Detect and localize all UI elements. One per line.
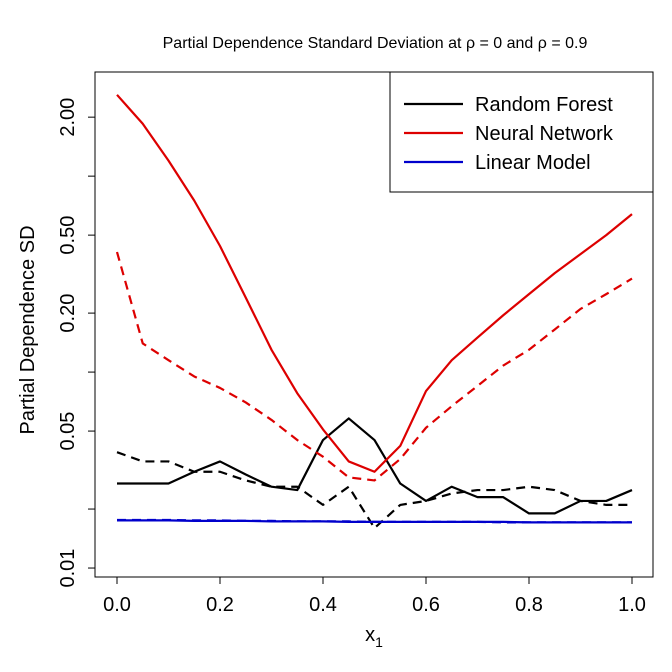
- x-tick-label: 0.4: [309, 594, 337, 616]
- legend-label-neural-network: Neural Network: [475, 123, 614, 145]
- x-tick-label: 0.8: [515, 594, 543, 616]
- series-layer: [115, 94, 633, 530]
- y-tick-label: 2.00: [57, 98, 79, 137]
- x-tick-label: 0.2: [206, 594, 234, 616]
- x-tick-label: 0.6: [412, 594, 440, 616]
- series-line-5-linear-model-dashed: [117, 518, 632, 524]
- y-axis: 0.01 0.05 0.20 0.50 2.00: [57, 98, 96, 588]
- y-tick-label: 0.50: [57, 216, 79, 255]
- x-tick-label: 1.0: [618, 594, 646, 616]
- legend: Random Forest Neural Network Linear Model: [389, 71, 654, 193]
- series-line-2-neural-network-solid: [116, 94, 633, 473]
- legend-label-random-forest: Random Forest: [475, 94, 613, 116]
- series-line-1-random-forest-dashed: [116, 451, 632, 530]
- y-tick-label: 0.01: [57, 549, 79, 588]
- series-line-0-random-forest-solid: [117, 417, 633, 515]
- chart-title: Partial Dependence Standard Deviation at…: [163, 35, 588, 52]
- x-tick-label: 0.0: [103, 594, 131, 616]
- x-axis-label: x1: [365, 624, 383, 650]
- y-tick-label: 0.05: [57, 412, 79, 451]
- y-tick-label: 0.20: [57, 294, 79, 333]
- series-line-3-neural-network-dashed: [115, 251, 633, 482]
- x-axis: 0.0 0.2 0.4 0.6 0.8 1.0: [103, 576, 646, 616]
- y-axis-label: Partial Dependence SD: [17, 225, 39, 434]
- legend-label-linear-model: Linear Model: [475, 152, 591, 174]
